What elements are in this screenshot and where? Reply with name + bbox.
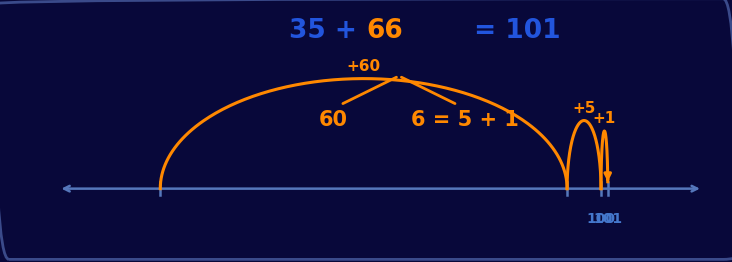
Text: +5: +5 (572, 101, 596, 116)
Text: = 101: = 101 (465, 18, 561, 44)
Text: 6 = 5 + 1: 6 = 5 + 1 (411, 110, 519, 130)
Text: +60: +60 (347, 59, 381, 74)
Text: 60: 60 (318, 110, 348, 130)
Text: +1: +1 (593, 111, 616, 126)
Text: 100: 100 (586, 212, 616, 226)
Text: 66: 66 (366, 18, 403, 44)
Text: 35 +: 35 + (289, 18, 366, 44)
Text: 101: 101 (593, 212, 622, 226)
